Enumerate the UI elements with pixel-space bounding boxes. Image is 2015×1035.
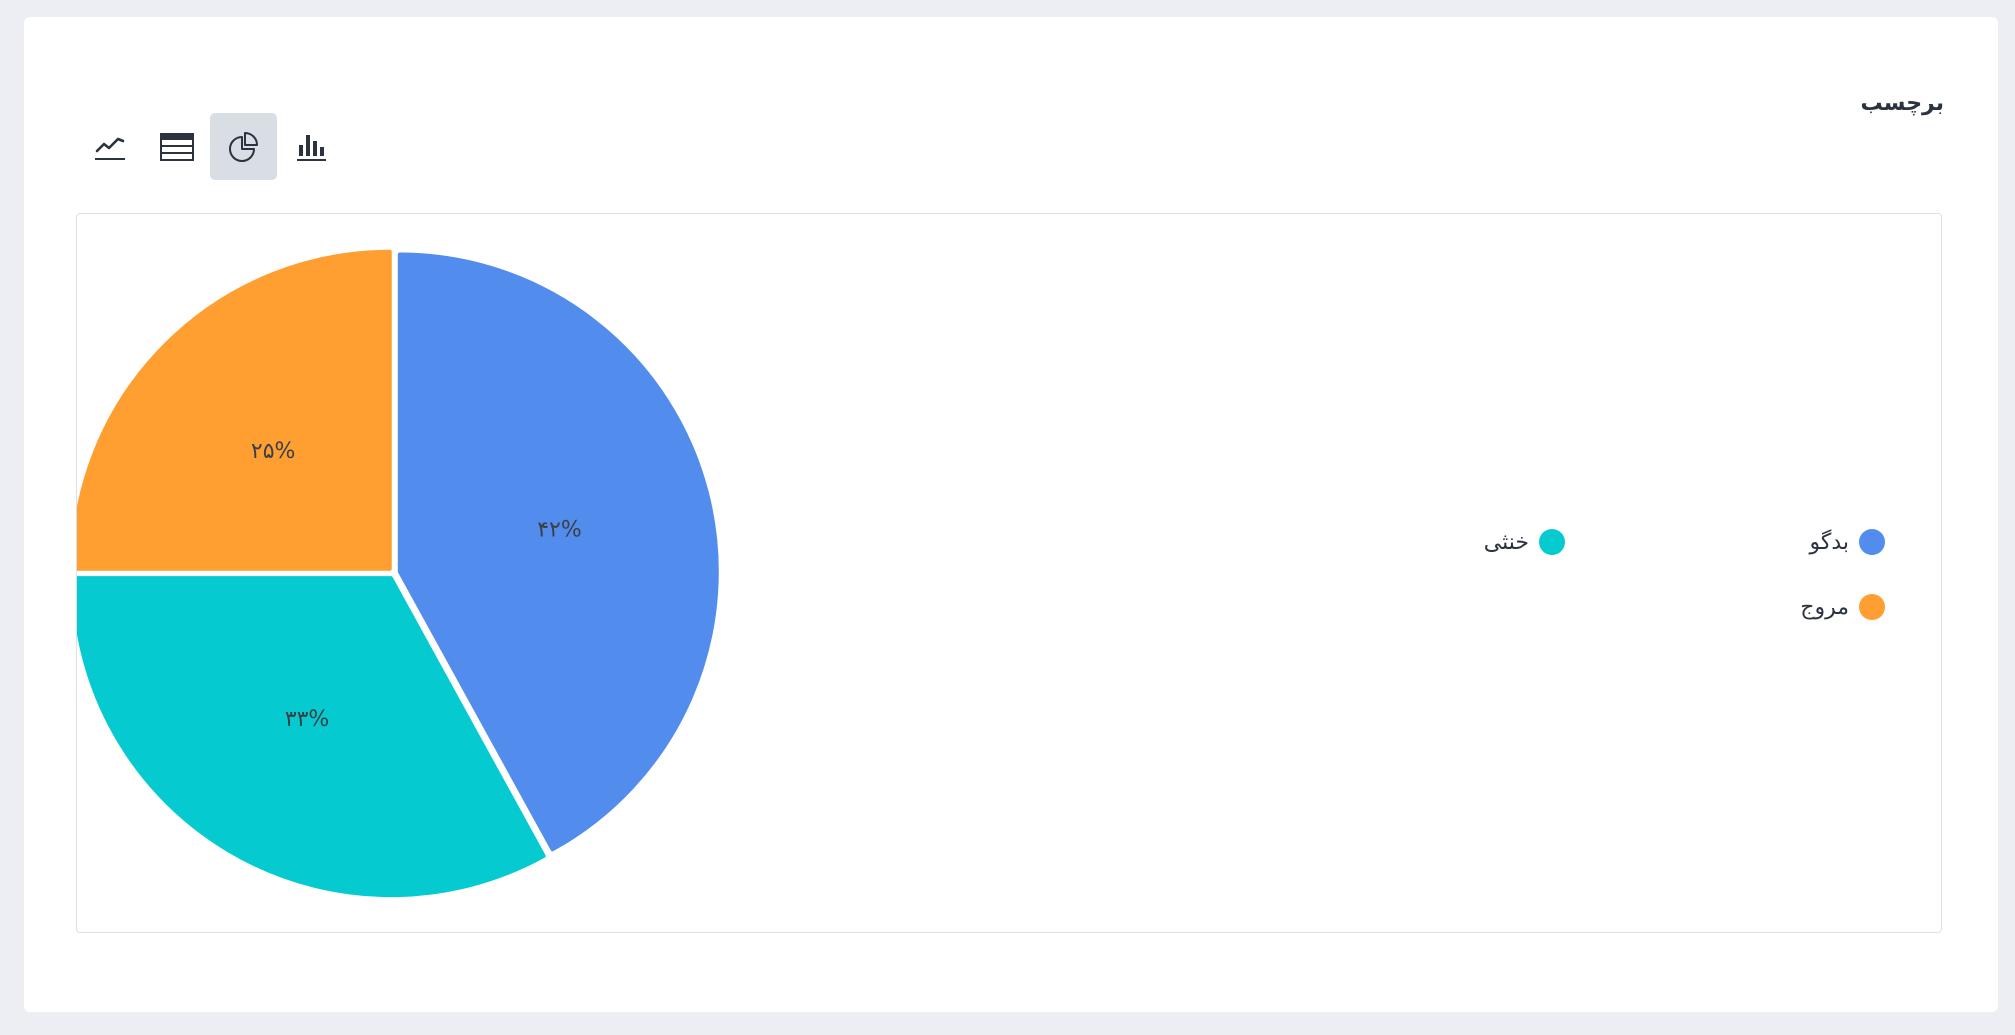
legend-swatch <box>1539 529 1565 555</box>
line-chart-icon <box>94 137 125 160</box>
legend-label: مروج <box>1800 594 1849 620</box>
legend-label: بدگو <box>1809 529 1849 555</box>
bar-chart-button[interactable] <box>277 113 344 180</box>
legend-label: خنثی <box>1483 529 1529 555</box>
chart-legend: بدگو خنثی مروج <box>77 214 1943 934</box>
pie-chart-button[interactable] <box>210 113 277 180</box>
pie-chart-icon <box>228 131 258 162</box>
pie-slice-label-2: ۳۳% <box>285 707 330 732</box>
pie-slice-2[interactable] <box>77 576 546 898</box>
bar-chart-icon <box>296 134 326 161</box>
table-view-button[interactable] <box>143 113 210 180</box>
chart-area: ۴۲% ۳۳% ۲۵% بدگو خنثی مروج <box>76 213 1942 933</box>
legend-swatch <box>1859 529 1885 555</box>
pie-slice-3[interactable] <box>77 249 392 571</box>
legend-item-3[interactable]: مروج <box>1800 594 1885 620</box>
legend-item-1[interactable]: بدگو <box>1809 529 1885 555</box>
legend-item-2[interactable]: خنثی <box>1484 529 1565 555</box>
chart-card: برچسب <box>24 17 1998 1012</box>
pie-chart: ۴۲% ۳۳% ۲۵% <box>77 249 719 898</box>
table-icon <box>159 132 194 161</box>
pie-slice-1[interactable] <box>397 252 719 852</box>
pie-slice-label-3: ۲۵% <box>251 439 296 464</box>
line-chart-button[interactable] <box>76 113 143 180</box>
pie-slice-label-1: ۴۲% <box>537 518 582 543</box>
card-title: برچسب <box>1860 91 1944 116</box>
legend-swatch <box>1859 594 1885 620</box>
